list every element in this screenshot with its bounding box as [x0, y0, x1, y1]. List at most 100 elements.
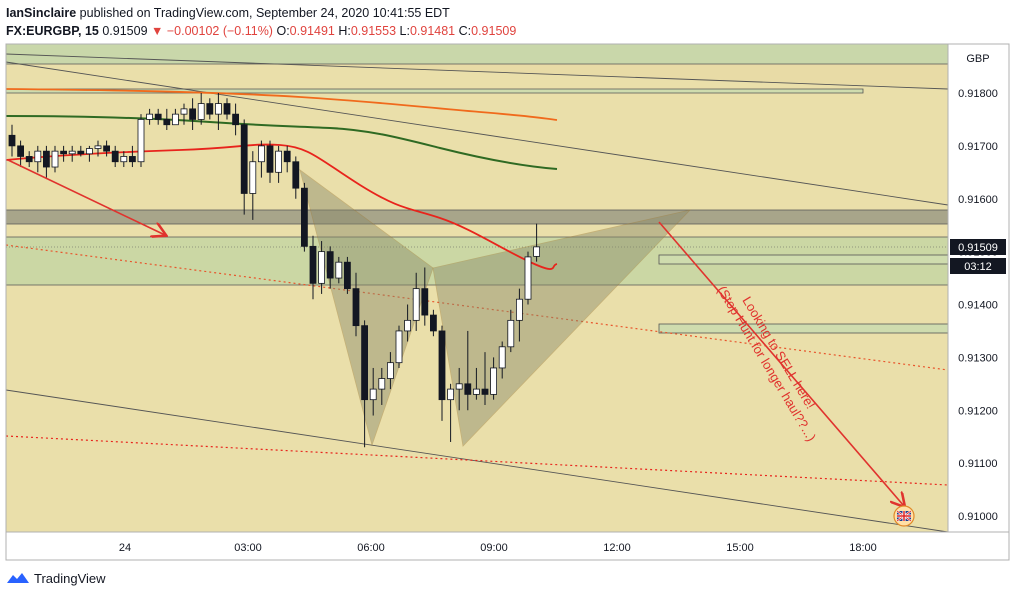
last-price-badge: [950, 239, 1006, 255]
candle: [318, 241, 326, 294]
y-tick-label: 0.91800: [958, 88, 998, 100]
candle: [429, 309, 437, 337]
candle-body: [68, 150, 76, 155]
candle-body: [249, 161, 257, 194]
x-tick-label: 12:00: [603, 542, 631, 554]
candle-body: [180, 108, 188, 115]
time-axis[interactable]: [5, 531, 1010, 561]
publisher-line: IanSinclaire published on TradingView.co…: [6, 4, 1006, 22]
candle: [214, 93, 222, 131]
candle: [490, 357, 498, 400]
candle-body: [455, 383, 463, 390]
candle-body: [490, 367, 498, 395]
x-tick-label: 06:00: [357, 542, 385, 554]
annotation-arrow-sell: [658, 221, 904, 506]
chart-header: IanSinclaire published on TradingView.co…: [6, 4, 1006, 40]
candle-body: [232, 113, 240, 126]
candle-body: [266, 145, 274, 173]
uk-flag-icon[interactable]: [893, 505, 915, 527]
candle: [8, 124, 16, 157]
candle: [197, 93, 205, 125]
candle: [180, 103, 188, 125]
candle-body: [197, 103, 205, 120]
tradingview-brand[interactable]: TradingView: [34, 570, 106, 586]
candle: [128, 145, 136, 168]
last-price-axis-label: 0.91509: [958, 242, 998, 254]
candle-body: [447, 388, 455, 401]
candle-body: [240, 124, 248, 194]
tradingview-logo-icon[interactable]: [6, 571, 30, 585]
currency-label: GBP: [966, 53, 989, 65]
candle-body: [214, 103, 222, 115]
candle-body: [154, 113, 162, 120]
candle-body: [361, 325, 369, 401]
candle-body: [120, 156, 128, 163]
candle: [352, 272, 360, 337]
candle: [386, 352, 394, 390]
candle-body: [189, 108, 197, 120]
candle: [378, 367, 386, 405]
price-axis[interactable]: [947, 43, 1010, 533]
candle-body: [86, 148, 93, 155]
candle: [447, 383, 455, 442]
candle: [438, 325, 446, 421]
candle: [206, 98, 214, 120]
candle: [516, 288, 523, 342]
candle-body: [111, 150, 119, 163]
close-value: 0.91509: [471, 24, 517, 38]
close-label: C:: [458, 24, 472, 38]
candle-body: [171, 113, 179, 126]
candle-body: [464, 383, 472, 395]
symbol-label[interactable]: FX:EURGBP, 15: [6, 24, 99, 38]
candle: [25, 151, 33, 168]
candle-body: [533, 246, 540, 257]
candle-body: [516, 298, 523, 321]
y-tick-label: 0.91700: [958, 141, 998, 153]
candle-body: [386, 362, 394, 379]
y-tick-label: 0.91300: [958, 352, 998, 364]
candle: [524, 251, 532, 305]
candle: [309, 235, 317, 300]
y-tick-label: 0.91100: [959, 458, 998, 470]
candle: [240, 119, 248, 215]
harmonic-pattern: [299, 169, 692, 447]
candle: [60, 145, 67, 162]
candle: [498, 341, 506, 379]
candle: [283, 145, 291, 173]
candle-body: [412, 288, 420, 321]
candle-body: [34, 150, 42, 163]
candle-body: [283, 150, 291, 163]
low-value: 0.91481: [409, 24, 456, 38]
x-tick-label: 18:00: [849, 542, 877, 554]
high-label: H:: [338, 24, 351, 38]
candle: [120, 151, 128, 168]
candle-body: [335, 261, 343, 279]
x-tick-label: 24: [119, 542, 131, 554]
candle: [481, 352, 489, 405]
candle: [472, 367, 480, 400]
candle-body: [481, 388, 489, 395]
candle: [326, 246, 334, 289]
x-axis-ticks: 24 03:00 06:00 09:00 12:00 15:00 18:00: [119, 542, 877, 554]
candle: [421, 267, 429, 326]
candle-body: [421, 288, 429, 316]
candle-body: [507, 319, 515, 348]
candle-body: [51, 150, 59, 168]
high-value: 0.91553: [350, 24, 397, 38]
publisher-username[interactable]: IanSinclaire: [6, 6, 77, 20]
candle: [17, 140, 25, 168]
candle-body: [318, 251, 326, 284]
candle-body: [352, 288, 360, 327]
candle: [249, 151, 257, 220]
countdown-badge: [950, 258, 1006, 274]
open-value: 0.91491: [289, 24, 335, 38]
candle-body: [404, 319, 412, 332]
candle-body: [498, 346, 506, 369]
x-tick-label: 15:00: [726, 542, 754, 554]
moving-averages: [5, 88, 558, 270]
down-arrow-icon: ▼: [151, 24, 164, 38]
candle-body: [77, 150, 85, 155]
candle: [137, 114, 145, 168]
candlestick-series: [8, 93, 540, 448]
